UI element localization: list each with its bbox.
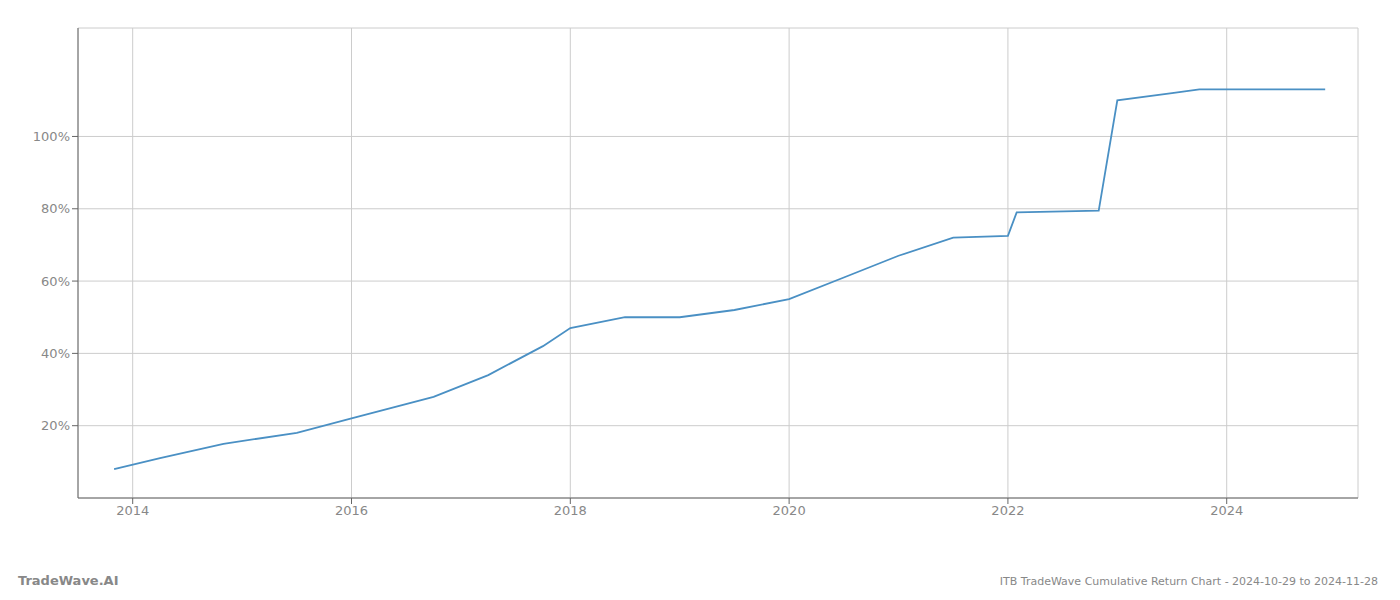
svg-text:60%: 60% xyxy=(41,274,70,289)
svg-text:20%: 20% xyxy=(41,418,70,433)
svg-text:2016: 2016 xyxy=(335,503,368,518)
svg-text:2020: 2020 xyxy=(773,503,806,518)
html-text:TradeWave.AI: TradeWave.AI xyxy=(18,573,119,588)
svg-text:100%: 100% xyxy=(33,129,70,144)
svg-text:2022: 2022 xyxy=(991,503,1024,518)
svg-text:2018: 2018 xyxy=(554,503,587,518)
svg-text:80%: 80% xyxy=(41,201,70,216)
svg-text:2014: 2014 xyxy=(116,503,149,518)
html-text:ITB TradeWave Cumulative Retur: ITB TradeWave Cumulative Return Chart - … xyxy=(999,575,1378,588)
svg-text:40%: 40% xyxy=(41,346,70,361)
svg-text:2024: 2024 xyxy=(1210,503,1243,518)
